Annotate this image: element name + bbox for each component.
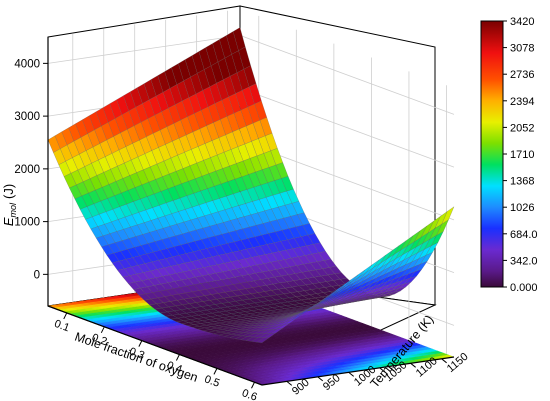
x-axis-line xyxy=(47,305,263,386)
colorbar-tick-label: 0.000 xyxy=(510,282,538,294)
z-axis-label-main: E xyxy=(1,217,16,226)
y-axis-line xyxy=(261,356,455,386)
z-tick-label: 2000 xyxy=(14,164,40,176)
x-tick xyxy=(251,382,255,389)
colorbar-tick-label: 2394 xyxy=(510,96,534,108)
x-tick-label: 0.5 xyxy=(203,373,221,390)
x-tick xyxy=(100,326,105,334)
y-tick xyxy=(410,362,416,368)
z-gridline-left xyxy=(47,34,241,64)
x-tick-label: 0.4 xyxy=(165,359,183,376)
colorbar-ticks: 3420 3078 2736 2394 2052 1710 1368 1026 684.0 342… xyxy=(503,16,538,294)
x-tick xyxy=(213,368,218,375)
colorbar-tick-label: 684.0 xyxy=(510,229,538,241)
x-tick-label: 0.6 xyxy=(240,387,258,401)
colorbar-tick-label: 3078 xyxy=(510,43,534,55)
z-tick-label: 0 xyxy=(34,269,40,281)
x-tick xyxy=(175,354,180,361)
colorbar-tick-label: 3420 xyxy=(510,16,534,28)
y-tick-label: 1150 xyxy=(445,351,471,375)
colorbar-tick-label: 1368 xyxy=(510,176,534,188)
surface-cell xyxy=(256,337,270,344)
colorbar xyxy=(480,20,504,288)
x-tick-label: 0.1 xyxy=(53,318,71,335)
y-tick xyxy=(317,376,324,382)
z-axis-label-sub: mol xyxy=(8,202,18,218)
y-tick xyxy=(441,358,447,364)
colorbar-tick-label: 342.0 xyxy=(510,255,538,267)
colorbar-tick-label: 2736 xyxy=(510,69,534,81)
x-tick xyxy=(138,340,143,347)
y-tick xyxy=(348,371,355,377)
surface-mesh xyxy=(47,27,455,344)
y-tick xyxy=(286,380,293,386)
z-gridline-right xyxy=(239,34,455,115)
z-gridline-right xyxy=(239,87,455,168)
z-axis-label: Emol (J) xyxy=(1,184,18,226)
z-tick-label: 1000 xyxy=(14,217,40,229)
z-tick-label: 4000 xyxy=(14,58,40,70)
colorbar-tick-label: 2052 xyxy=(510,122,534,134)
colorbar-tick-label: 1710 xyxy=(510,149,534,161)
x-tick-label: 0.2 xyxy=(90,332,108,349)
z-axis-label-unit: (J) xyxy=(1,184,16,199)
colorbar-tick-label: 1026 xyxy=(510,202,534,214)
x-tick xyxy=(63,312,68,320)
x-tick-label: 0.3 xyxy=(128,346,146,363)
z-tick-label: 3000 xyxy=(14,111,40,123)
y-tick xyxy=(379,367,385,373)
